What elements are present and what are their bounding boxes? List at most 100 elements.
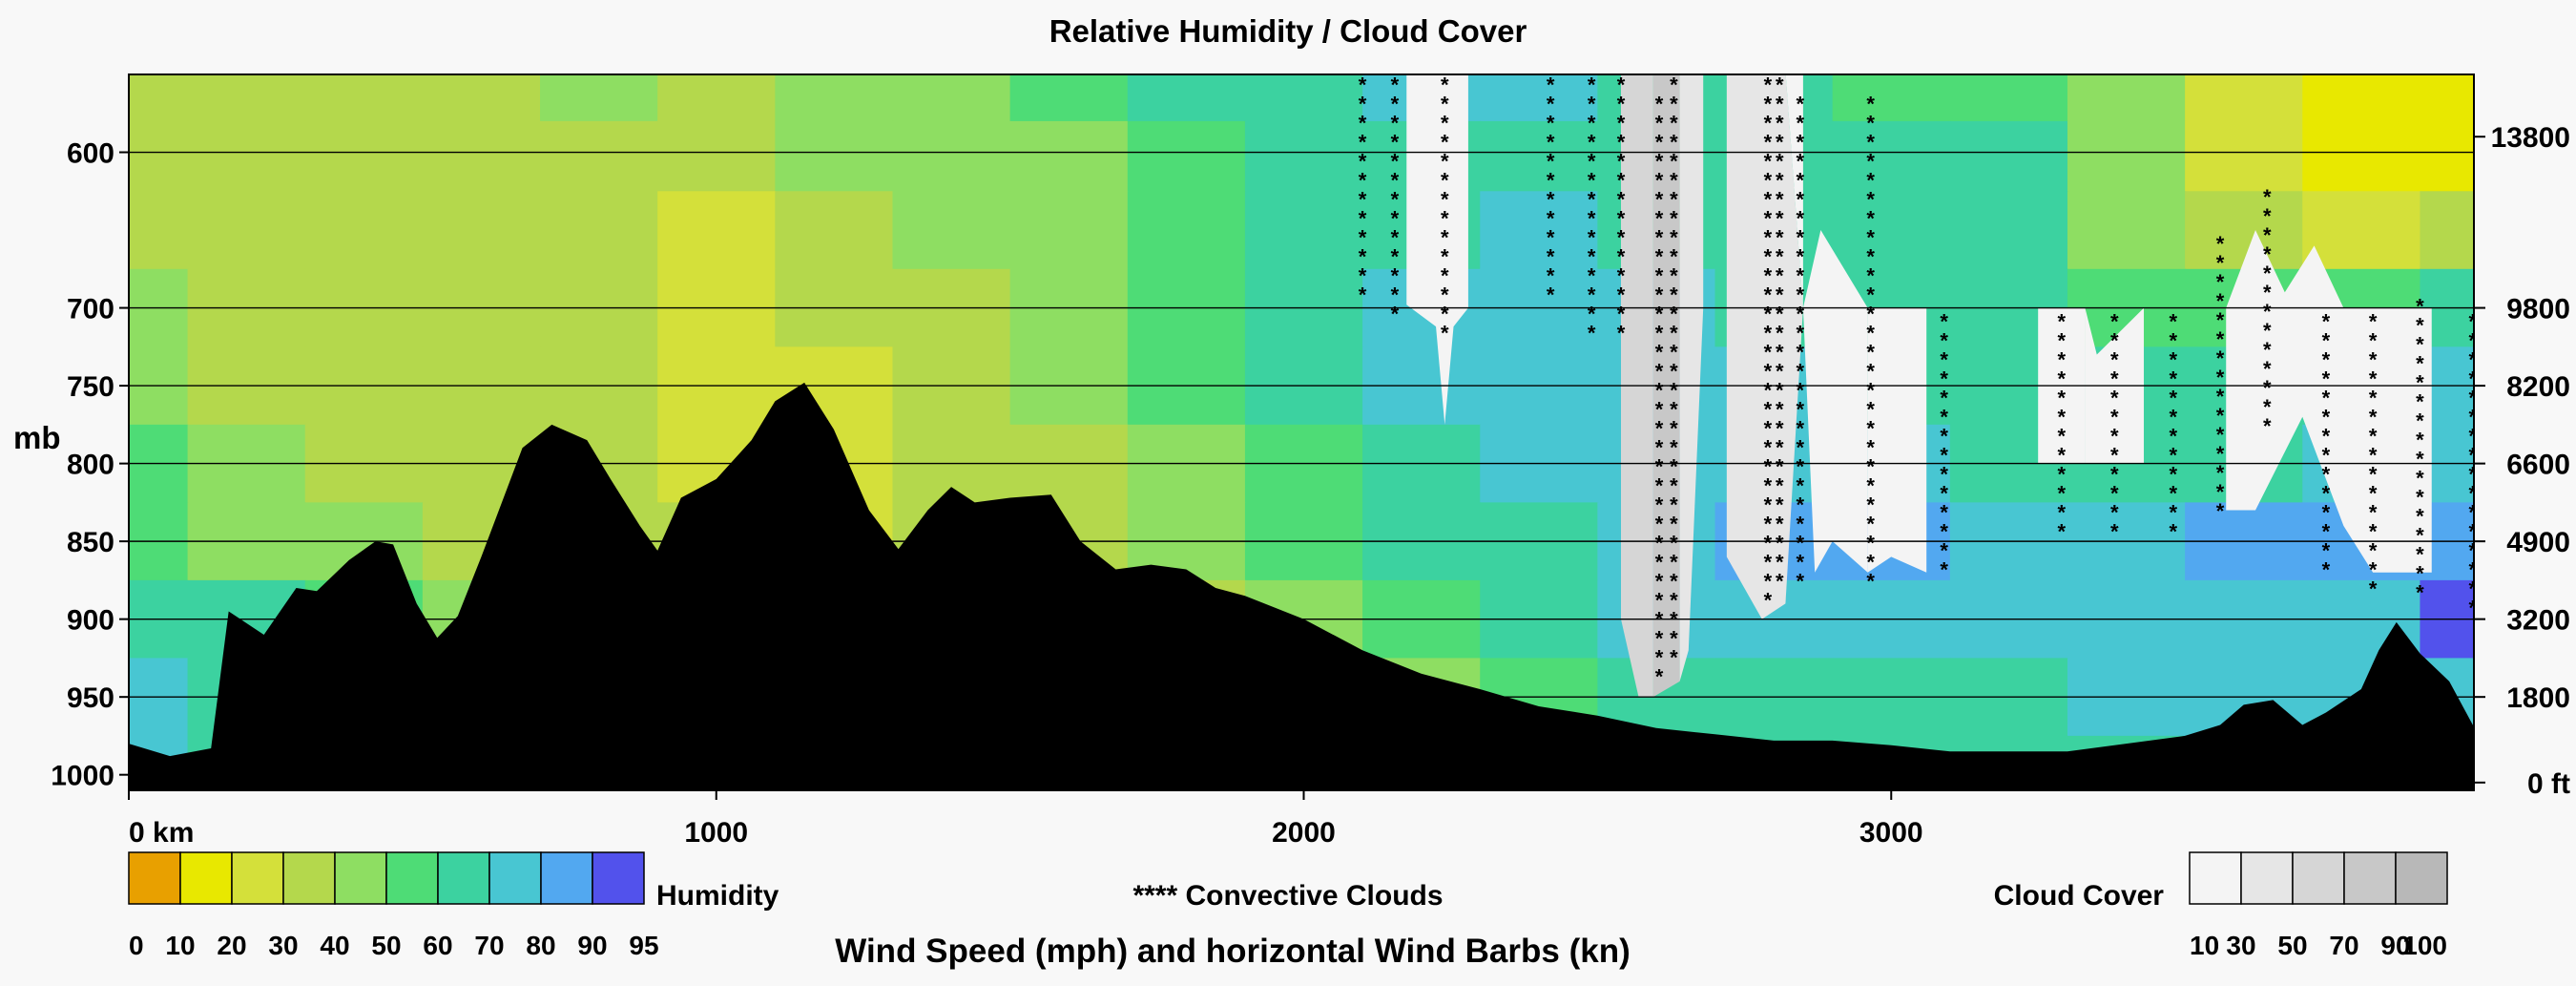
convective-asterisk: * <box>1655 550 1664 574</box>
right-axis-ticks: 13800 9800 8200 6600 4900 3200 1800 0 ft <box>2474 122 2570 800</box>
convective-asterisk: * <box>1670 93 1678 116</box>
convective-asterisk: * <box>1655 168 1664 192</box>
convective-asterisk: * <box>2216 423 2225 447</box>
convective-asterisk: * <box>2469 367 2478 391</box>
convective-asterisk: * <box>2216 289 2225 313</box>
convective-asterisk: * <box>2216 366 2225 389</box>
convective-asterisk: * <box>1776 131 1784 155</box>
convective-asterisk: * <box>1617 283 1626 307</box>
humidity-cell <box>2185 191 2304 270</box>
convective-asterisk: * <box>1764 513 1773 536</box>
convective-asterisk: * <box>2263 376 2272 400</box>
humidity-legend-tick: 70 <box>474 931 504 960</box>
humidity-cell <box>775 120 894 193</box>
convective-asterisk: * <box>1940 463 1948 487</box>
convective-clouds-layer: ****************************************… <box>1359 73 2478 688</box>
convective-asterisk: * <box>2322 463 2331 487</box>
convective-asterisk: * <box>2416 370 2424 394</box>
convective-asterisk: * <box>1655 454 1664 478</box>
convective-asterisk: * <box>2058 463 2067 487</box>
convective-asterisk: * <box>2110 482 2119 506</box>
humidity-cell <box>1127 191 1246 270</box>
humidity-cell <box>775 74 894 122</box>
convective-asterisk: * <box>1391 112 1400 136</box>
convective-asterisk: * <box>2216 442 2225 466</box>
left-tick-label: 1000 <box>51 761 114 792</box>
convective-asterisk: * <box>1655 435 1664 459</box>
convective-column: **************** <box>2416 294 2424 604</box>
convective-asterisk: * <box>2216 270 2225 294</box>
convective-column: *************** <box>2369 310 2378 601</box>
convective-asterisk: * <box>1670 226 1678 250</box>
convective-asterisk: * <box>1776 245 1784 269</box>
convective-asterisk: * <box>2469 387 2478 410</box>
convective-asterisk: * <box>2416 332 2424 356</box>
convective-asterisk: * <box>1359 207 1367 231</box>
convective-asterisk: * <box>2469 463 2478 487</box>
convective-asterisk: * <box>2058 482 2067 506</box>
humidity-legend-swatch <box>540 851 593 905</box>
convective-asterisk: * <box>1441 226 1449 250</box>
convective-asterisk: * <box>1655 626 1664 650</box>
convective-asterisk: * <box>1776 532 1784 556</box>
convective-asterisk: * <box>1764 93 1773 116</box>
convective-asterisk: * <box>2263 242 2272 266</box>
convective-asterisk: * <box>2369 482 2378 506</box>
convective-asterisk: * <box>2263 414 2272 438</box>
convective-asterisk: * <box>1391 283 1400 307</box>
humidity-legend-tick: 60 <box>423 931 452 960</box>
left-tick-label: 950 <box>67 682 114 714</box>
convective-column: **************** <box>2469 310 2478 620</box>
convective-asterisk: * <box>1655 397 1664 421</box>
humidity-cell <box>1127 120 1246 193</box>
convective-asterisk: * <box>2416 409 2424 432</box>
humidity-cell <box>540 191 659 270</box>
convective-asterisk: * <box>2416 313 2424 337</box>
convective-asterisk: * <box>1359 73 1367 97</box>
convective-asterisk: * <box>1797 493 1805 516</box>
humidity-cell <box>2302 74 2421 122</box>
convective-asterisk: * <box>1617 245 1626 269</box>
humidity-legend-swatch <box>179 851 233 905</box>
convective-asterisk: * <box>1670 150 1678 174</box>
convective-asterisk: * <box>2369 539 2378 563</box>
convective-asterisk: * <box>2170 444 2178 468</box>
humidity-legend-swatch <box>437 851 490 905</box>
x-axis-ticks: 0 km 1000 2000 3000 <box>128 790 1923 849</box>
cloud-legend-swatch <box>2343 851 2397 905</box>
convective-asterisk: * <box>2216 461 2225 485</box>
convective-asterisk: * <box>2058 425 2067 449</box>
convective-asterisk: * <box>2416 351 2424 375</box>
humidity-cell <box>187 74 306 122</box>
convective-asterisk: * <box>1776 112 1784 136</box>
convective-asterisk: * <box>1655 302 1664 325</box>
convective-asterisk: * <box>1617 112 1626 136</box>
humidity-cell <box>775 191 894 270</box>
convective-asterisk: * <box>1797 359 1805 383</box>
convective-asterisk: * <box>1670 398 1678 422</box>
convective-column: ************** <box>1617 74 1626 346</box>
convective-asterisk: * <box>2058 406 2067 430</box>
convective-asterisk: * <box>1670 283 1678 307</box>
humidity-cell <box>2185 120 2304 193</box>
convective-asterisk: * <box>2322 310 2331 334</box>
convective-asterisk: * <box>1655 569 1664 593</box>
convective-asterisk: * <box>1866 340 1875 364</box>
convective-asterisk: * <box>1797 378 1805 402</box>
cloud-legend-tick: 100 <box>2402 931 2447 960</box>
convective-asterisk: * <box>2416 447 2424 471</box>
convective-clouds-label: **** Convective Clouds <box>1132 880 1443 912</box>
convective-asterisk: * <box>1391 264 1400 288</box>
convective-asterisk: * <box>1764 341 1773 365</box>
convective-asterisk: * <box>2110 329 2119 353</box>
humidity-cell <box>1949 120 2068 193</box>
convective-asterisk: * <box>1866 550 1875 574</box>
convective-column: ************ <box>2058 310 2067 544</box>
cloud-legend-swatch <box>2240 851 2294 905</box>
convective-asterisk: * <box>2058 348 2067 372</box>
convective-asterisk: * <box>1764 589 1773 613</box>
humidity-cell <box>422 74 542 122</box>
cloud-region <box>1867 307 1927 573</box>
humidity-cell <box>892 74 1011 122</box>
convective-asterisk: * <box>1797 206 1805 230</box>
